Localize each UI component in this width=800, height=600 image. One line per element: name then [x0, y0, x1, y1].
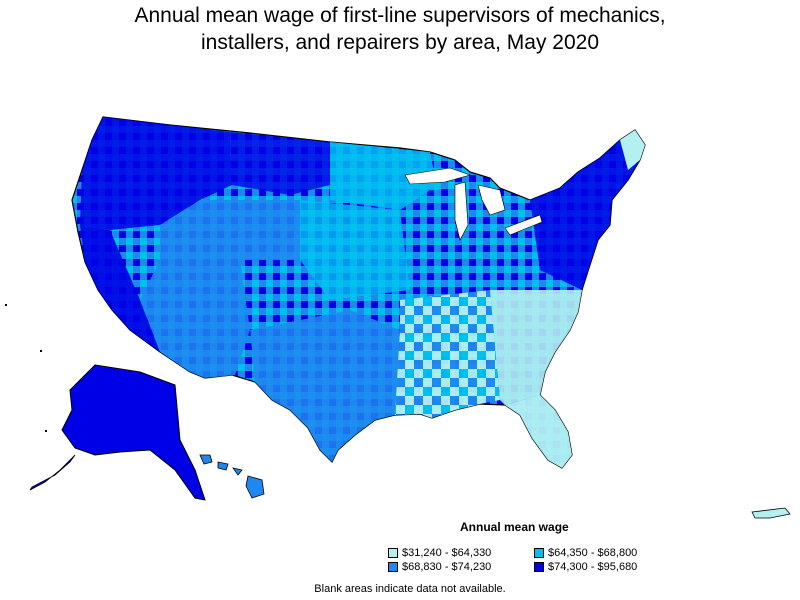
island-mark — [45, 430, 47, 432]
region-central-plains — [300, 200, 410, 300]
legend-item-2: $64,350 - $68,800 — [534, 547, 637, 559]
legend-label-2: $64,350 - $68,800 — [548, 547, 638, 559]
map-title: Annual mean wage of first-line superviso… — [0, 2, 800, 56]
legend-item-1: $31,240 - $64,330 — [388, 547, 491, 559]
puerto-rico — [751, 507, 791, 519]
legend-label-3: $68,830 - $74,230 — [402, 561, 492, 573]
legend-item-3: $68,830 - $74,230 — [388, 561, 491, 573]
lake-erie — [504, 214, 543, 236]
lake-michigan — [454, 181, 469, 241]
region-mountain — [160, 200, 300, 260]
island-mark — [40, 350, 42, 352]
legend-swatch-3 — [388, 562, 398, 572]
title-line-2: installers, and repairers by area, May 2… — [200, 31, 600, 54]
region-southeast — [490, 290, 582, 405]
lake-superior — [404, 167, 471, 185]
footnote: Blank areas indicate data not available. — [314, 583, 506, 595]
legend-swatch-4 — [534, 562, 544, 572]
region-florida — [505, 395, 572, 468]
legend-swatch-2 — [534, 548, 544, 558]
island-mark — [5, 304, 7, 306]
lake-huron — [477, 184, 506, 216]
legend-title: Annual mean wage — [460, 520, 569, 534]
aleutian-islands — [29, 454, 76, 491]
legend-label-1: $31,240 - $64,330 — [402, 547, 492, 559]
region-upper-midwest — [330, 142, 440, 210]
region-northwest — [80, 117, 232, 230]
hawaii — [199, 454, 265, 499]
legend-item-4: $74,300 - $95,680 — [534, 561, 637, 573]
region-south-central — [395, 290, 500, 418]
region-maine — [620, 130, 645, 170]
title-line-1: Annual mean wage of first-line superviso… — [134, 4, 666, 27]
region-texas — [250, 310, 400, 462]
region-northern-plains — [230, 132, 330, 195]
legend-label-4: $74,300 - $95,680 — [548, 561, 638, 573]
region-southwest — [140, 260, 250, 378]
region-northeast — [530, 130, 645, 290]
legend-swatch-1 — [388, 548, 398, 558]
region-california — [80, 225, 160, 352]
region-midwest-east — [400, 190, 540, 290]
alaska — [61, 364, 206, 501]
